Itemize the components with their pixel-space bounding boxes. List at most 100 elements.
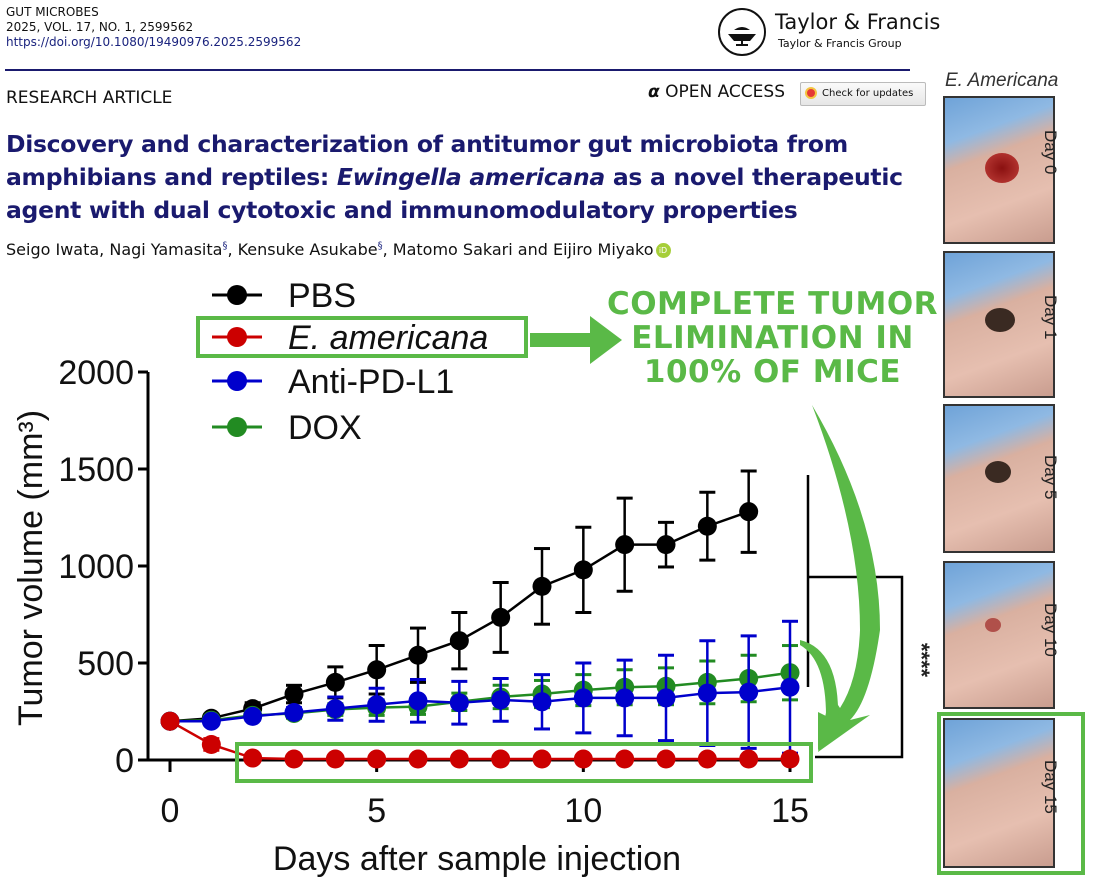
y-tick-label: 2000: [58, 354, 134, 392]
data-point: [325, 672, 345, 692]
separator: and: [512, 240, 553, 259]
data-point: [408, 645, 428, 665]
x-tick-label: 0: [161, 792, 180, 830]
x-axis-title: Days after sample injection: [273, 840, 681, 878]
author[interactable]: Seigo Iwata: [6, 240, 100, 259]
data-point: [284, 684, 304, 704]
legend-marker: [227, 417, 247, 437]
annotation-line: 100% OF MICE: [643, 354, 902, 390]
title-text-end: as a novel therapeutic agent with dual c…: [6, 163, 903, 224]
article-type: RESEARCH ARTICLE: [6, 88, 173, 108]
data-point: [697, 749, 717, 769]
separator: ,: [382, 240, 393, 259]
data-point: [284, 702, 304, 722]
author[interactable]: Nagi Yamasita: [109, 240, 223, 259]
data-point: [449, 631, 469, 651]
day-label: Day 0: [1041, 130, 1060, 175]
y-tick-label: 0: [115, 742, 134, 780]
mouse-photo-day-5: [943, 404, 1055, 553]
data-point: [243, 748, 263, 768]
series-line: [169, 671, 791, 723]
journal-name: GUT MICROBES: [6, 5, 99, 19]
article-title: Discovery and characterization of antitu…: [6, 128, 906, 227]
separator: ,: [227, 240, 238, 259]
data-point: [160, 711, 180, 731]
legend-marker: [227, 327, 247, 347]
data-point: [573, 688, 593, 708]
data-point: [697, 683, 717, 703]
legend-marker: [227, 285, 247, 305]
data-point: [656, 688, 676, 708]
data-point: [697, 516, 717, 536]
x-tick-label: 5: [367, 792, 386, 830]
data-point: [449, 693, 469, 713]
data-point: [243, 706, 263, 726]
doi-link[interactable]: https://doi.org/10.1080/19490976.2025.25…: [6, 35, 302, 49]
right-arrow-icon: [530, 316, 622, 364]
series-line: [170, 686, 791, 723]
author-list: Seigo Iwata, Nagi Yamasita§, Kensuke Asu…: [6, 240, 671, 259]
data-point: [201, 734, 221, 754]
data-point: [532, 749, 552, 769]
y-tick-label: 1500: [58, 451, 134, 489]
mouse-photo-day-10: [943, 561, 1055, 709]
author-mark: §: [377, 240, 383, 252]
x-tick-label: 15: [771, 792, 809, 830]
separator: ,: [99, 240, 110, 259]
y-axis-title: Tumor volume (mm³): [12, 410, 50, 726]
volume-line: 2025, VOL. 17, NO. 1, 2599562: [6, 20, 194, 34]
title-text: Discovery and characterization of antitu…: [6, 130, 848, 191]
publisher-name: Taylor & Francis: [775, 10, 941, 34]
day-label: Day 10: [1041, 603, 1060, 657]
open-access-label: OPEN ACCESS: [665, 82, 785, 102]
data-point: [325, 749, 345, 769]
data-point: [739, 682, 759, 702]
data-point: [573, 560, 593, 580]
orcid-icon[interactable]: iD: [655, 243, 671, 258]
data-point: [615, 535, 635, 555]
data-point: [408, 691, 428, 711]
author[interactable]: Eijiro Miyako: [552, 240, 654, 259]
data-point: [615, 749, 635, 769]
data-point: [780, 749, 800, 769]
legend-label: Anti-PD-L1: [288, 363, 454, 401]
open-lock-icon: 𝞪: [648, 82, 660, 102]
open-access-badge: 𝞪 OPEN ACCESS: [648, 82, 785, 102]
data-highlight-box: [235, 742, 813, 783]
data-point: [367, 660, 387, 680]
check-for-updates-button[interactable]: Check for updates: [800, 82, 926, 106]
data-point: [615, 688, 635, 708]
title-species: Ewingella americana: [336, 163, 605, 191]
data-point: [532, 692, 552, 712]
author[interactable]: Kensuke Asukabe: [237, 240, 378, 259]
bookmark-icon: [805, 87, 817, 99]
y-tick-label: 1000: [58, 548, 134, 586]
series-line: [169, 720, 790, 761]
data-point: [656, 749, 676, 769]
data-point: [739, 502, 759, 522]
mouse-photo-day-15: [943, 718, 1055, 868]
data-point: [780, 677, 800, 697]
mouse-photo-day-0: [943, 96, 1055, 244]
data-point: [532, 576, 552, 596]
data-point: [739, 749, 759, 769]
day-label: Day 1: [1041, 295, 1060, 340]
legend-highlight-box: [196, 316, 528, 358]
data-point: [449, 749, 469, 769]
author-mark: §: [222, 240, 228, 252]
author[interactable]: Matomo Sakari: [392, 240, 513, 259]
curved-arrow-icon: [812, 405, 880, 752]
publisher-logo-icon: [718, 8, 766, 56]
publisher-group: Taylor & Francis Group: [778, 37, 902, 50]
legend-label: PBS: [288, 277, 356, 315]
data-point: [656, 535, 676, 555]
data-point: [491, 690, 511, 710]
data-point: [367, 749, 387, 769]
legend-marker: [227, 371, 247, 391]
legend-label: E. americana: [288, 319, 488, 357]
journal-info: GUT MICROBES 2025, VOL. 17, NO. 1, 25995…: [6, 5, 301, 50]
header-divider: [5, 69, 910, 71]
data-point: [408, 749, 428, 769]
curved-arrow-icon: [800, 640, 850, 750]
